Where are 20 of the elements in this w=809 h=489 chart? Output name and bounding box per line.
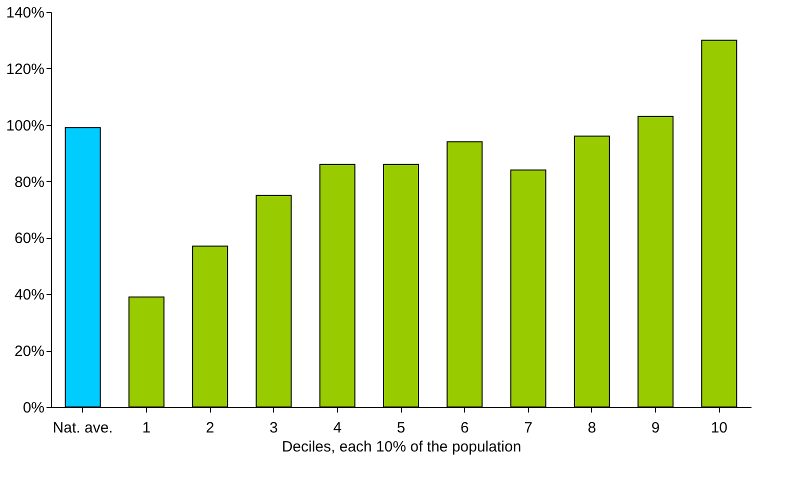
y-tick-label: 60% [14, 230, 44, 248]
x-tick-label: 1 [142, 420, 151, 436]
x-tick-label: 7 [524, 420, 532, 436]
y-tick-label: 140% [6, 4, 44, 22]
y-tick-label: 20% [14, 343, 44, 360]
x-tick-label: 5 [396, 420, 406, 436]
x-tick-label: 8 [588, 420, 596, 436]
x-tick-label: 2 [206, 420, 214, 436]
y-tick-label: 0% [22, 400, 44, 416]
x-tick-label: 4 [333, 420, 342, 436]
y-tick-label: 40% [14, 286, 44, 304]
y-tick-label: 100% [6, 117, 44, 134]
y-tick-label: 120% [6, 60, 44, 78]
x-tick-label: 10 [710, 420, 728, 436]
x-tick-label: 9 [651, 420, 660, 436]
x-tick-label: 6 [460, 420, 469, 436]
y-tick-label: 80% [14, 174, 44, 191]
x-axis-title: Deciles, each 10% of the population [282, 438, 522, 456]
x-tick-label: Nat. ave. [52, 420, 113, 436]
x-tick-label: 3 [270, 420, 278, 436]
